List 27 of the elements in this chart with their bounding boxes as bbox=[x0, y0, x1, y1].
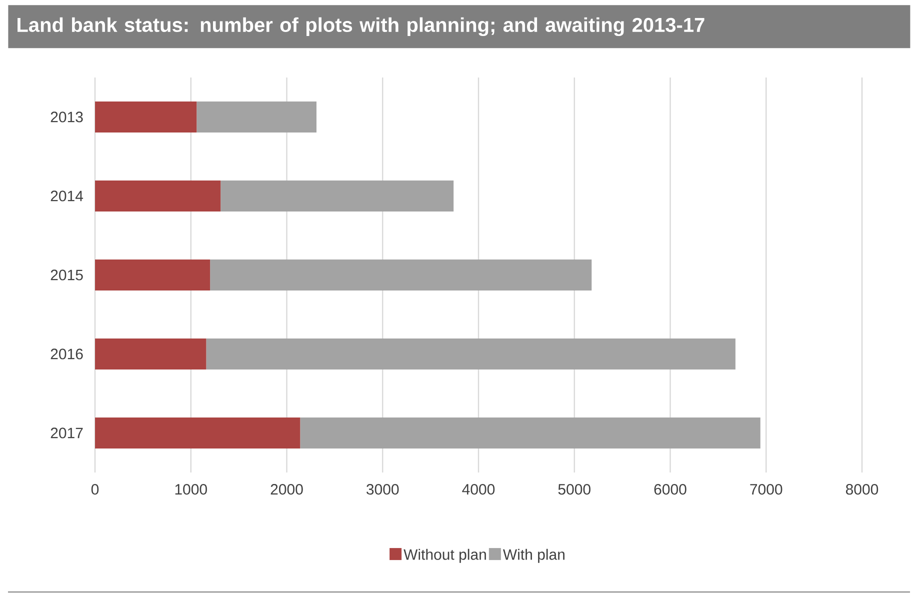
y-tick-label: 2017 bbox=[50, 428, 83, 438]
bar bbox=[95, 338, 206, 370]
bar bbox=[210, 259, 592, 290]
bar bbox=[220, 180, 454, 212]
x-tick-label: 6000 bbox=[654, 484, 686, 495]
legend-label: Without plan bbox=[404, 548, 486, 563]
bar bbox=[95, 259, 210, 290]
x-tick-label: 0 bbox=[91, 484, 99, 495]
x-tick-label: 7000 bbox=[750, 484, 782, 495]
y-tick-label: 2013 bbox=[50, 112, 83, 122]
bar bbox=[95, 102, 197, 132]
y-tick-label: 2016 bbox=[50, 348, 83, 360]
x-tick-label: 4000 bbox=[462, 484, 495, 495]
bar bbox=[95, 180, 221, 212]
y-tick-label: 2015 bbox=[50, 270, 83, 280]
bar bbox=[95, 417, 300, 448]
bar bbox=[300, 417, 760, 448]
x-tick-label: 1000 bbox=[175, 484, 207, 495]
x-tick-label: 3000 bbox=[366, 484, 399, 495]
y-tick-label: 2014 bbox=[50, 190, 84, 202]
x-tick-label: 8000 bbox=[846, 484, 878, 495]
x-tick-label: 5000 bbox=[558, 484, 590, 495]
legend-label: With plan bbox=[502, 548, 564, 563]
chart-title: Land bank status: number of plots with planning; and awaiting 2013-17 bbox=[18, 17, 704, 36]
x-tick-label: 2000 bbox=[270, 484, 303, 495]
bar bbox=[196, 102, 316, 132]
bar bbox=[206, 338, 736, 370]
